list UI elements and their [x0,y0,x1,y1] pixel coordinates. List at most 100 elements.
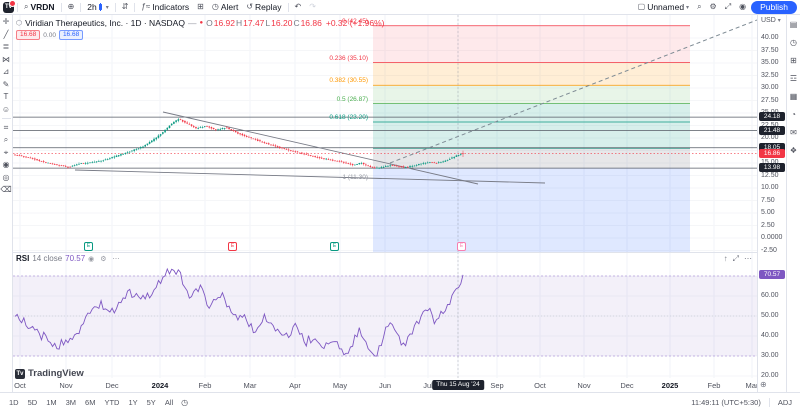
market-status-icon[interactable]: ● [199,20,204,26]
lock-drawings-tool[interactable]: ◉ [2,160,10,169]
replay-button[interactable]: ↺ Replay [243,2,284,12]
time-axis-label: Feb [707,381,721,390]
brush-tool[interactable]: ✎ [2,79,10,89]
watchlist-panel-icon[interactable]: ▤ [789,20,798,29]
snapshot-button[interactable]: ◉ [736,2,749,12]
calendar-panel-icon[interactable]: ▦ [789,92,798,101]
rsi-tick: 60.00 [761,292,779,299]
time-axis-label: Sep [490,381,504,390]
time-axis-label: 2024 [151,381,169,390]
time-axis-label: Apr [289,381,301,390]
session-clock[interactable]: 11:49:11 (UTC+5:30) [691,397,761,407]
price-tick: 7.50 [761,196,775,204]
zoom-in-tool[interactable]: ⌕ [3,135,9,144]
chart-style-icon: ⇵ [121,2,129,11]
plus-circle-icon: ⊕ [67,2,75,11]
data-window-icon[interactable]: ⊞ [790,56,797,65]
range-button-3m[interactable]: 3M [65,397,77,407]
crosshair-tool[interactable]: ✛ [2,17,10,26]
range-button-ytd[interactable]: YTD [104,397,120,407]
fib-level-label: 0.382 (30.55) [329,77,368,85]
pane-more-icon[interactable]: ⋯ [744,254,752,263]
hide-drawings-tool[interactable]: ◎ [2,172,10,182]
range-button-1d[interactable]: 1D [9,397,19,407]
pattern-tool[interactable]: ⋈ [2,54,10,64]
rsi-title[interactable]: RSI [16,254,30,263]
alerts-panel-icon[interactable]: ◷ [790,38,797,47]
pane-up-icon[interactable]: ↑ [723,254,728,263]
time-axis-label: Jun [378,381,392,390]
bottom-toolbar: 1D 5D 1M 3M 6M YTD 1Y 5Y All ◷ 11:49:11 (UTC+5:3… [0,392,800,411]
fib-retracement-tool[interactable]: ≣ [2,42,10,51]
grid-layout-icon: ⊞ [197,2,204,11]
publish-button[interactable]: Publish [751,0,797,14]
time-axis-label: Oct [534,381,546,390]
compare-add-symbol-button[interactable]: ⊕ [65,2,78,12]
range-button-all[interactable]: All [164,397,174,407]
range-button-1m[interactable]: 1M [46,397,57,407]
candlestick-style-icon [98,3,104,11]
legend-collapse-icon[interactable]: — [187,18,197,28]
tradingview-menu-logo[interactable]: Tv [3,0,16,13]
range-button-6m[interactable]: 6M [85,397,96,407]
price-tick: 2.50 [761,221,775,229]
range-button-5y[interactable]: 5Y [146,397,156,407]
rsi-pane-chart[interactable] [13,252,757,378]
rsi-params: 14 close [32,254,63,263]
price-tick: 35.00 [761,59,779,66]
replay-icon: ↺ [246,2,254,11]
interval-button[interactable]: 2h ▾ [84,2,111,12]
price-scale-currency[interactable]: USD ▾ [761,17,781,24]
emoji-tool[interactable]: ☺ [1,104,11,114]
price-tick: 5.00 [761,209,775,216]
trend-line-tool[interactable]: ╱ [3,29,9,39]
text-tool[interactable]: T [3,92,9,101]
time-axis[interactable]: Thu 15 Aug '24 Oct Nov Dec 2024 Feb Mar Apr May… [13,378,758,392]
ray-price-badge: 18.05 [759,142,785,152]
indicators-button[interactable]: ƒ≈ Indicators [138,2,192,12]
chat-panel-icon[interactable]: ✉ [790,128,797,137]
redo-button[interactable]: ↷ [306,2,319,12]
chart-settings-button[interactable]: ⚙ [707,2,720,12]
projection-tool[interactable]: ⊿ [2,67,10,76]
legend-title[interactable]: Viridian Therapeutics, Inc. · 1D · NASDA… [25,18,185,28]
measure-tool[interactable]: ⌗ [3,122,9,132]
right-panel-strip: ▤ ◷ ⊞ ☲ ▦ ◔ ✉ ❖ [786,15,800,392]
fib-level-label: 0.5 (26.87) [336,95,368,103]
quick-search-button[interactable]: ⌕ [694,2,704,12]
price-line-tag-high[interactable]: 16.68 [58,30,84,40]
magnet-tool[interactable]: ⌖ [3,147,9,157]
time-axis-label: May [332,381,348,390]
symbol-search-value: VRDN [30,2,55,12]
layout-manager-button[interactable]: ▢ Unnamed ▾ [635,2,692,12]
earnings-marker[interactable]: E [84,242,93,251]
pane-maximize-icon[interactable]: ⤢ [732,254,739,263]
grid-layout-button[interactable]: ⊞ [194,2,207,12]
fullscreen-button[interactable]: ⤢ [722,2,734,12]
alert-button[interactable]: ◷ Alert [209,2,241,12]
price-scale[interactable]: USD ▾ 40.0037.5035.0032.5030.0027.5025.0… [757,15,787,392]
rsi-legend: RSI 14 close 70.57 ◉ ⚙ ⋯ [16,254,121,263]
rsi-tick: 50.00 [761,312,779,319]
hotlists-icon[interactable]: ☲ [789,74,798,83]
adj-toggle[interactable]: ADJ [777,397,792,407]
earnings-marker[interactable]: E [228,242,237,251]
undo-button[interactable]: ↶ [292,2,305,12]
earnings-marker[interactable]: E [457,242,466,251]
range-button-5d[interactable]: 5D [27,397,38,407]
add-alert-plus-icon[interactable]: ⊕ [760,380,767,389]
range-button-1y[interactable]: 1Y [128,397,138,407]
remove-drawings-tool[interactable]: ⌫ [0,185,12,194]
ideas-panel-icon[interactable]: ◔ [791,110,796,119]
main-price-chart[interactable] [13,15,757,252]
earnings-marker[interactable]: E [330,242,339,251]
price-line-tag-low[interactable]: 16.68 [16,30,41,40]
undo-arrow-icon: ↶ [294,2,302,11]
symbol-search-button[interactable]: ⌕ VRDN [21,2,58,12]
object-tree-icon[interactable]: ❖ [789,146,798,155]
rsi-legend-icons[interactable]: ◉ ⚙ ⋯ [88,255,122,263]
rsi-value-badge: 70.57 [759,269,785,279]
pane-separator[interactable] [13,252,786,253]
chart-style-button[interactable]: ⇵ [119,2,132,12]
go-to-date-icon[interactable]: ◷ [181,397,189,407]
